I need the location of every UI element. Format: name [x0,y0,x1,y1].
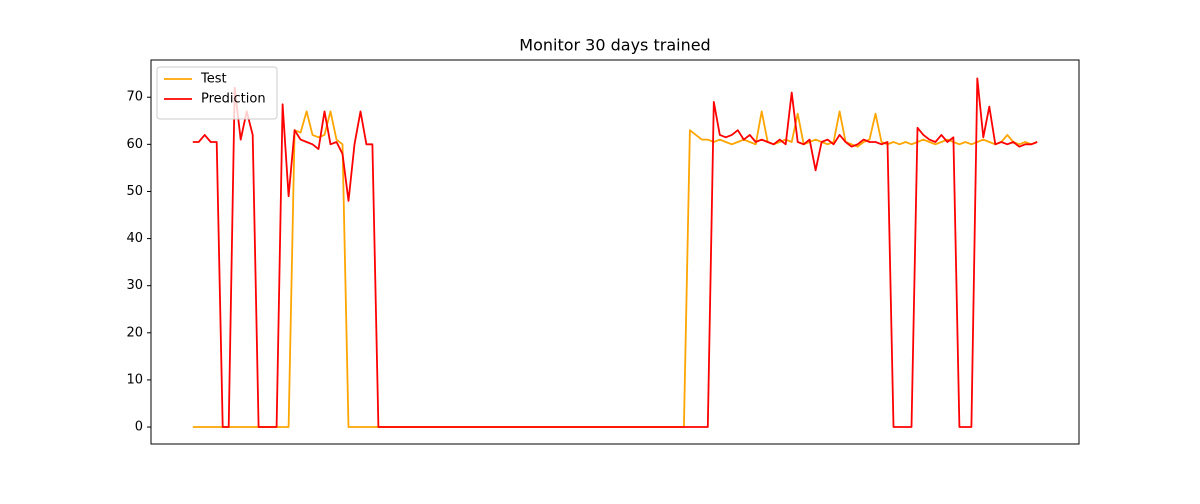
y-tick-label: 0 [135,420,143,435]
y-tick-label: 50 [126,184,143,199]
y-tick-label: 70 [126,90,143,105]
y-tick-label: 10 [126,372,143,387]
legend-label: Prediction [201,92,266,107]
y-tick-label: 30 [126,278,143,293]
y-tick-label: 40 [126,231,143,246]
legend-label: Test [200,72,227,87]
y-tick-label: 60 [126,137,143,152]
plot-frame [150,59,1080,445]
series-line [192,77,1038,428]
chart-title: Monitor 30 days trained [519,36,710,55]
legend-box [156,66,278,120]
y-tick-label: 20 [126,325,143,340]
